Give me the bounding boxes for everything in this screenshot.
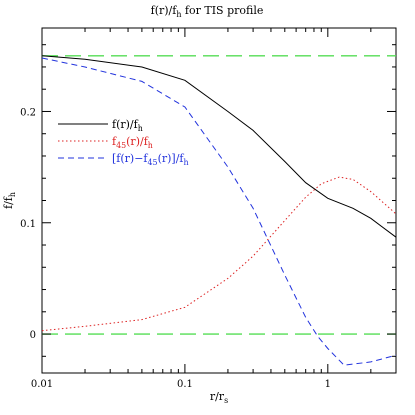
y-axis-label: f/fh​	[2, 192, 17, 209]
series-line-2	[41, 57, 397, 366]
series-line-1	[41, 176, 397, 332]
legend-label-0: f(r)/fh​	[112, 118, 143, 133]
series-lines	[41, 55, 397, 366]
y-tick-label: 0	[30, 330, 36, 341]
chart-title: f(r)/fh​ for TIS profile	[151, 4, 264, 19]
x-tick-label: 1	[325, 379, 331, 390]
legend-label-2: [f(r)−f45​(r)]/fh​	[112, 152, 189, 167]
legend-label-1: f45​(r)/fh​	[112, 135, 153, 150]
axis-labels: r/rs​ f/fh​	[2, 192, 228, 405]
tick-labels: 0.01 0.1 1 0 0.1 0.2	[20, 107, 331, 390]
plot-area: 0.01 0.1 1 0 0.1 0.2 f(r)/fh​ f45​(r)/fh​ [f(r)…	[20, 27, 397, 390]
chart-title-text: f(r)/fh​ for TIS profile	[151, 4, 264, 19]
reference-lines	[42, 55, 396, 335]
x-tick-label: 0.01	[31, 379, 53, 390]
legend: f(r)/fh​ f45​(r)/fh​ [f(r)−f45​(r)]/fh​	[58, 118, 189, 167]
series-line-0	[41, 55, 397, 238]
x-axis-label: r/rs​	[210, 390, 228, 405]
y-tick-label: 0.1	[20, 219, 36, 230]
axis-ticks	[41, 28, 397, 373]
x-tick-label: 0.1	[177, 379, 193, 390]
y-tick-label: 0.2	[20, 107, 36, 118]
plot-frame	[41, 27, 397, 374]
